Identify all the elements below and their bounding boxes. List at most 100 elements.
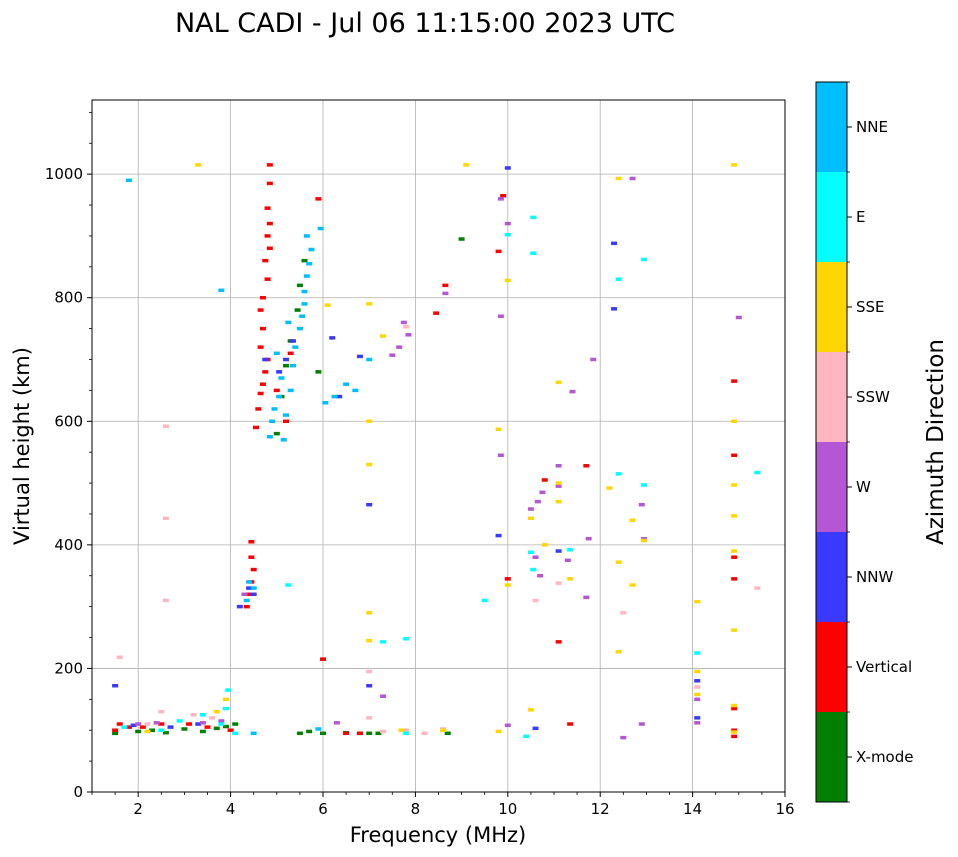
data-point: [497, 314, 504, 318]
data-point: [356, 354, 363, 359]
data-point: [694, 651, 701, 655]
data-point: [125, 178, 132, 183]
data-point: [222, 697, 229, 702]
series-nnw: [112, 166, 701, 731]
data-point: [333, 721, 340, 725]
data-point: [731, 703, 738, 708]
data-point: [266, 163, 273, 167]
data-point: [504, 278, 511, 283]
data-point: [555, 380, 562, 385]
data-point: [236, 604, 243, 609]
data-point: [320, 657, 326, 661]
data-point: [398, 728, 405, 732]
data-point: [504, 232, 511, 237]
data-point: [754, 586, 761, 590]
y-tick-label: 400: [54, 536, 83, 554]
data-point: [638, 502, 645, 507]
data-point: [731, 549, 738, 553]
data-point: [283, 363, 290, 368]
data-point: [735, 315, 742, 320]
x-tick-label: 2: [133, 800, 143, 818]
data-point: [366, 638, 373, 643]
data-point: [232, 722, 239, 726]
data-point: [504, 583, 511, 587]
data-point: [620, 611, 627, 615]
data-point: [218, 719, 225, 723]
data-point: [405, 333, 412, 337]
data-point: [495, 427, 502, 432]
series-nne: [125, 178, 373, 736]
data-point: [283, 419, 290, 424]
data-point: [629, 518, 636, 522]
data-point: [262, 258, 269, 263]
x-tick-label: 16: [775, 800, 794, 818]
data-point: [289, 339, 296, 343]
data-point: [555, 481, 562, 485]
data-point: [283, 413, 290, 417]
data-point: [283, 357, 290, 362]
data-point: [162, 516, 169, 521]
data-point: [539, 490, 546, 495]
data-point: [248, 540, 255, 544]
colorbar-label: E: [856, 208, 865, 226]
data-point: [481, 598, 488, 603]
data-point: [530, 567, 537, 572]
data-point: [380, 640, 387, 644]
data-point: [243, 604, 250, 609]
data-point: [317, 226, 324, 231]
data-point: [629, 176, 636, 181]
data-point: [209, 716, 216, 720]
data-point: [167, 725, 174, 729]
data-point: [285, 320, 292, 325]
data-point: [125, 725, 132, 729]
data-point: [303, 274, 310, 278]
data-point: [271, 407, 278, 411]
data-point: [241, 592, 248, 597]
data-point: [567, 548, 574, 552]
data-point: [731, 577, 738, 581]
data-point: [375, 731, 382, 736]
y-axis-ticks: 0 200 400 600 800 1000: [45, 111, 92, 801]
data-point: [530, 251, 537, 255]
data-point: [250, 567, 257, 572]
data-point: [243, 598, 250, 603]
data-point: [315, 727, 322, 731]
data-point: [620, 735, 627, 740]
data-point: [694, 716, 701, 720]
data-point: [504, 166, 511, 170]
data-point: [278, 376, 285, 380]
data-point: [380, 334, 387, 338]
data-point: [287, 351, 294, 356]
data-point: [400, 320, 407, 325]
chart-title: NAL CADI - Jul 06 11:15:00 2023 UTC: [175, 8, 675, 39]
data-point: [273, 388, 280, 393]
data-point: [280, 438, 287, 442]
data-point: [403, 325, 410, 329]
data-point: [308, 247, 315, 252]
colorbar-label: SSE: [856, 298, 885, 316]
data-point: [303, 234, 310, 238]
data-point: [139, 725, 146, 729]
data-point: [296, 283, 303, 288]
data-point: [257, 308, 264, 312]
y-tick-label: 600: [54, 412, 83, 430]
data-point: [162, 424, 169, 428]
data-point: [259, 295, 266, 300]
colorbar-segment: [816, 172, 847, 262]
x-tick-label: 14: [683, 800, 702, 818]
data-point: [262, 357, 269, 362]
data-point: [583, 464, 590, 468]
colorbar-segment: [816, 82, 847, 172]
data-point: [315, 197, 322, 201]
data-point: [731, 730, 738, 734]
data-point: [296, 731, 303, 736]
data-point: [527, 507, 534, 511]
data-point: [590, 357, 597, 362]
colorbar-label: SSW: [856, 388, 890, 406]
data-point: [532, 598, 539, 603]
data-point: [615, 649, 622, 654]
data-point: [641, 257, 648, 262]
data-point: [366, 302, 373, 306]
data-point: [324, 303, 331, 307]
data-point: [320, 731, 326, 736]
